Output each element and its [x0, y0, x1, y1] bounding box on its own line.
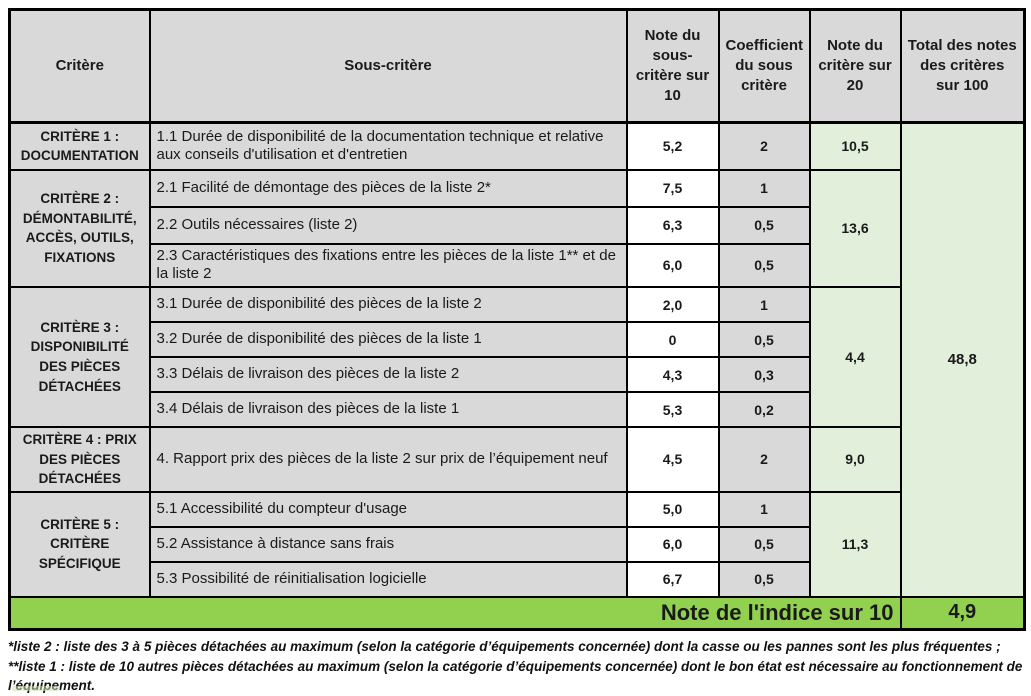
footnote-liste-1: **liste 1 : liste de 10 autres pièces dé…	[8, 658, 1023, 694]
note10-5-1: 5,0	[625, 490, 720, 528]
critere-1-label: CRITÈRE 1 : DOCUMENTATION	[8, 121, 151, 171]
note10-1-1: 5,2	[625, 121, 720, 171]
index-score-value: 4,9	[899, 595, 1026, 631]
note20-critere-4: 9,0	[808, 426, 902, 493]
note10-2-1: 7,5	[625, 168, 720, 208]
sous-critere-3-1: 3.1 Durée de disponibilité des pièces de…	[148, 286, 628, 323]
critere-2-label: CRITÈRE 2 : DÉMONTABILITÉ, ACCÈS, OUTILS…	[8, 168, 151, 288]
note10-5-2: 6,0	[625, 525, 720, 563]
note10-4: 4,5	[625, 426, 720, 493]
table-row: 3.2 Durée de disponibilité des pièces de…	[10, 321, 1025, 358]
table-row: CRITÈRE 1 : DOCUMENTATION 1.1 Durée de d…	[8, 121, 1026, 598]
note10-3-1: 2,0	[625, 286, 720, 323]
critere-3-label: CRITÈRE 3 : DISPONIBILITÉ DES PIÈCES DÉT…	[8, 286, 151, 428]
coeff-3-3: 0,3	[717, 356, 811, 393]
coeff-2-3: 0,5	[717, 242, 811, 288]
table-row: CRITÈRE 3 : DISPONIBILITÉ DES PIÈCES DÉT…	[8, 286, 1025, 428]
header-coefficient: Coefficient du sous critère	[717, 8, 811, 124]
table-header-row: Critère Sous-critère Note du sous-critèr…	[8, 8, 1026, 124]
sous-critere-5-2: 5.2 Assistance à distance sans frais	[148, 525, 628, 563]
table-row: CRITÈRE 2 : DÉMONTABILITÉ, ACCÈS, OUTILS…	[8, 168, 1025, 288]
table-row: 3.4 Délais de livraison des pièces de la…	[10, 391, 1025, 428]
footnotes: *liste 2 : liste des 3 à 5 pièces détach…	[8, 637, 1023, 696]
note10-5-3: 6,7	[625, 560, 720, 598]
sous-critere-2-1: 2.1 Facilité de démontage des pièces de …	[148, 168, 628, 208]
sous-critere-3-4: 3.4 Délais de livraison des pièces de la…	[148, 391, 628, 428]
cutoff-logo-fragment	[12, 686, 60, 691]
coeff-4: 2	[717, 426, 811, 493]
sous-critere-3-2: 3.2 Durée de disponibilité des pièces de…	[148, 321, 628, 358]
sous-critere-3-3: 3.3 Délais de livraison des pièces de la…	[148, 356, 628, 393]
repairability-table: Critère Sous-critère Note du sous-critèr…	[8, 8, 1026, 632]
coeff-2-2: 0,5	[717, 205, 811, 245]
coeff-3-1: 1	[717, 286, 811, 323]
critere-5-label: CRITÈRE 5 : CRITÈRE SPÉCIFIQUE	[8, 490, 151, 598]
sous-critere-2-3: 2.3 Caractéristiques des fixations entre…	[148, 242, 628, 288]
header-note-sous-critere: Note du sous-critère sur 10	[625, 8, 720, 124]
note20-critere-1: 10,5	[808, 121, 902, 171]
coeff-2-1: 1	[717, 168, 811, 208]
note10-2-3: 6,0	[625, 242, 720, 288]
sous-critere-1-1: 1.1 Durée de disponibilité de la documen…	[148, 121, 628, 171]
footnote-liste-2: *liste 2 : liste des 3 à 5 pièces détach…	[8, 639, 1001, 655]
note10-3-3: 4,3	[625, 356, 720, 393]
coeff-3-2: 0,5	[717, 321, 811, 358]
header-critere: Critère	[8, 8, 151, 124]
sous-critere-5-1: 5.1 Accessibilité du compteur d'usage	[148, 490, 628, 528]
table-row: 5.2 Assistance à distance sans frais 6,0…	[10, 525, 1025, 563]
coeff-1-1: 2	[717, 121, 811, 171]
note20-critere-2: 13,6	[808, 168, 902, 288]
sous-critere-5-3: 5.3 Possibilité de réinitialisation logi…	[148, 560, 628, 598]
header-sous-critere: Sous-critère	[148, 8, 628, 124]
table-row: CRITÈRE 4 : PRIX DES PIÈCES DÉTACHÉES 4.…	[8, 426, 1025, 493]
index-score-row: Note de l'indice sur 10 4,9	[8, 595, 1026, 631]
note10-3-2: 0	[625, 321, 720, 358]
table-row: 2.2 Outils nécessaires (liste 2) 6,3 0,5	[10, 205, 1025, 245]
coeff-3-4: 0,2	[717, 391, 811, 428]
sous-critere-4: 4. Rapport prix des pièces de la liste 2…	[148, 426, 628, 493]
coeff-5-3: 0,5	[717, 560, 811, 598]
note20-critere-5: 11,3	[808, 490, 902, 598]
table-row: CRITÈRE 5 : CRITÈRE SPÉCIFIQUE 5.1 Acces…	[8, 490, 1025, 598]
header-total: Total des notes des critères sur 100	[899, 8, 1026, 124]
table-row: 5.3 Possibilité de réinitialisation logi…	[10, 560, 1025, 598]
sous-critere-2-2: 2.2 Outils nécessaires (liste 2)	[148, 205, 628, 245]
note10-2-2: 6,3	[625, 205, 720, 245]
header-note-critere: Note du critère sur 20	[808, 8, 902, 124]
total-sur-100: 48,8	[899, 121, 1026, 598]
critere-4-label: CRITÈRE 4 : PRIX DES PIÈCES DÉTACHÉES	[8, 426, 151, 493]
table-row: 2.3 Caractéristiques des fixations entre…	[10, 242, 1025, 288]
note20-critere-3: 4,4	[808, 286, 902, 428]
table-row: 3.3 Délais de livraison des pièces de la…	[10, 356, 1025, 393]
index-score-label: Note de l'indice sur 10	[8, 595, 902, 631]
coeff-5-1: 1	[717, 490, 811, 528]
coeff-5-2: 0,5	[717, 525, 811, 563]
note10-3-4: 5,3	[625, 391, 720, 428]
